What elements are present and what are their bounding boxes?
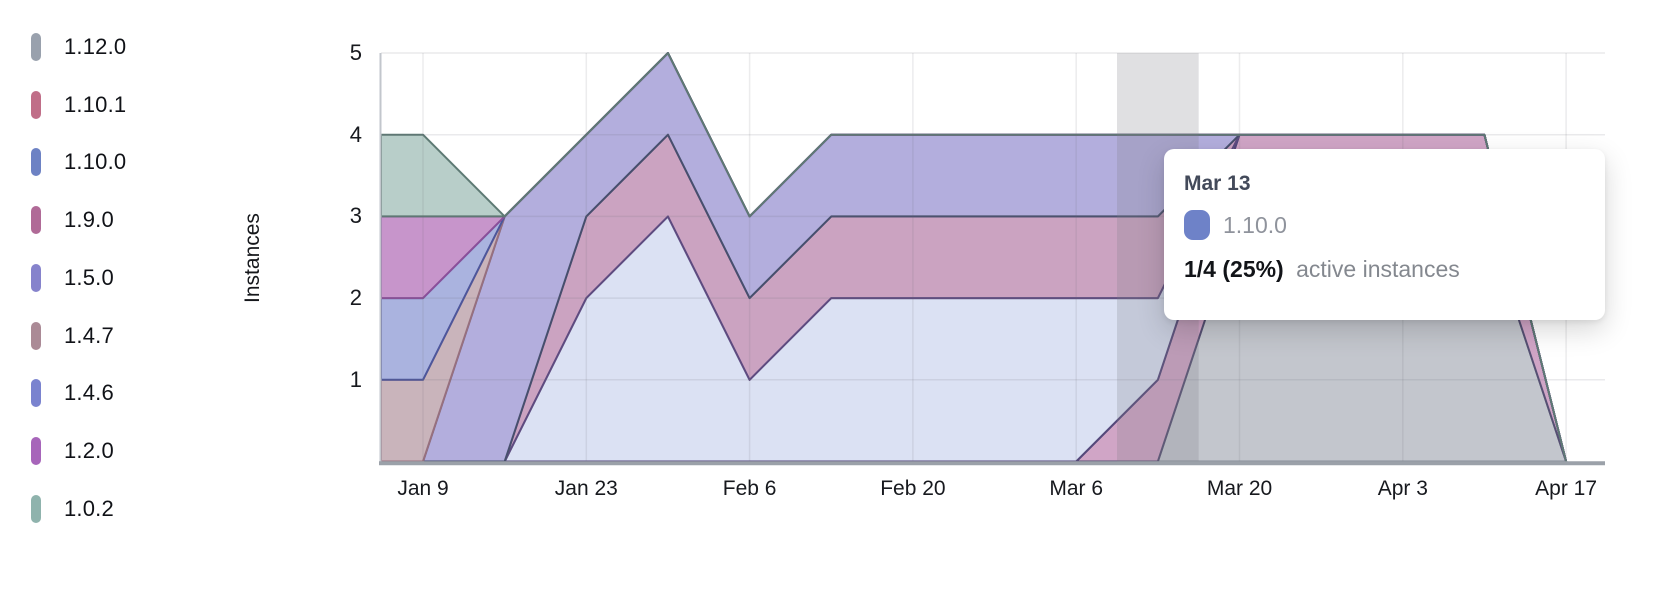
legend-label: 1.4.6 [64,380,114,406]
legend-item-1.10.0[interactable]: 1.10.0 [31,133,126,191]
series-color-marker-icon [1184,210,1210,240]
x-tick-label: Feb 6 [722,477,777,500]
legend-label: 1.12.0 [64,34,127,59]
legend-label: 1.10.1 [64,91,127,117]
legend-item-1.5.0[interactable]: 1.5.0 [31,249,114,307]
legend-swatch-icon [31,263,41,292]
legend-label: 1.4.7 [64,322,114,348]
y-tick-label: 2 [349,285,362,311]
legend-label: 1.0.2 [64,495,114,521]
legend-swatch-icon [31,148,41,177]
tooltip-series-row: 1.10.0 [1184,210,1581,240]
x-tick-label: Jan 9 [397,477,449,500]
y-tick-label: 3 [349,203,362,229]
tooltip-value: 1/4 (25%) [1184,256,1284,282]
legend-item-1.0.2[interactable]: 1.0.2 [31,480,114,538]
legend-item-1.10.1[interactable]: 1.10.1 [31,76,126,134]
legend-swatch-icon [31,90,41,119]
legend-swatch-icon [31,206,41,235]
legend-swatch-icon [31,436,41,465]
x-tick-label: Apr 17 [1535,477,1598,500]
tooltip-value-row: 1/4 (25%) active instances [1184,256,1581,283]
x-tick-label: Apr 3 [1377,477,1428,500]
legend-item-1.4.6[interactable]: 1.4.6 [31,364,114,422]
x-tick-label: Feb 20 [880,477,946,500]
y-tick-label: 1 [349,366,362,392]
legend-swatch-icon [31,379,41,408]
legend-item-1.12.0[interactable]: 1.12.0 [31,18,126,76]
y-tick-label: 4 [349,121,362,147]
x-tick-label: Mar 6 [1049,477,1104,500]
legend-label: 1.9.0 [64,207,114,233]
legend-label: 1.5.0 [64,264,114,290]
x-tick-label: Jan 23 [554,477,618,500]
y-axis-title: Instances [241,213,264,303]
y-tick-label: 5 [349,40,362,65]
legend-label: 1.10.0 [64,149,127,175]
legend-swatch-icon [31,321,41,350]
legend-label: 1.2.0 [64,437,114,463]
legend-item-1.4.7[interactable]: 1.4.7 [31,307,114,365]
chart-tooltip: Mar 13 1.10.0 1/4 (25%) active instances [1164,149,1605,320]
tooltip-value-suffix: active instances [1296,256,1460,282]
legend-item-1.9.0[interactable]: 1.9.0 [31,191,114,249]
legend-swatch-icon [31,494,41,523]
x-tick-label: Mar 20 [1206,477,1273,500]
tooltip-series-label: 1.10.0 [1223,211,1287,238]
legend-swatch-icon [31,33,41,61]
tooltip-date: Mar 13 [1184,172,1251,195]
legend-item-1.2.0[interactable]: 1.2.0 [31,422,114,480]
